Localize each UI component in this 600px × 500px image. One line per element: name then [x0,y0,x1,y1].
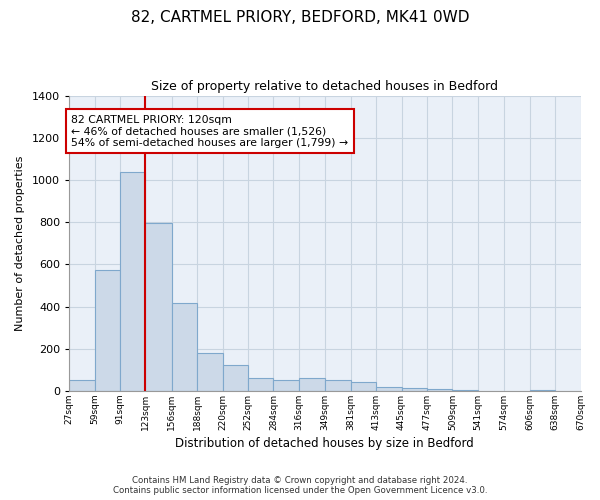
Bar [274,380,299,391]
Text: 82 CARTMEL PRIORY: 120sqm
← 46% of detached houses are smaller (1,526)
54% of se: 82 CARTMEL PRIORY: 120sqm ← 46% of detac… [71,114,349,148]
Bar [197,353,223,391]
Bar [145,223,172,391]
X-axis label: Distribution of detached houses by size in Bedford: Distribution of detached houses by size … [175,437,474,450]
Text: Contains HM Land Registry data © Crown copyright and database right 2024.
Contai: Contains HM Land Registry data © Crown c… [113,476,487,495]
Bar [172,304,197,391]
Bar [376,386,401,391]
Bar [299,378,325,391]
Bar [401,388,427,391]
Text: 82, CARTMEL PRIORY, BEDFORD, MK41 0WD: 82, CARTMEL PRIORY, BEDFORD, MK41 0WD [131,10,469,25]
Bar [350,382,376,391]
Bar [95,270,120,391]
Bar [427,390,452,391]
Y-axis label: Number of detached properties: Number of detached properties [15,156,25,331]
Bar [325,380,350,391]
Bar [120,172,145,391]
Bar [223,364,248,391]
Title: Size of property relative to detached houses in Bedford: Size of property relative to detached ho… [151,80,498,93]
Bar [452,390,478,391]
Bar [248,378,274,391]
Bar [530,390,555,391]
Bar [69,380,95,391]
